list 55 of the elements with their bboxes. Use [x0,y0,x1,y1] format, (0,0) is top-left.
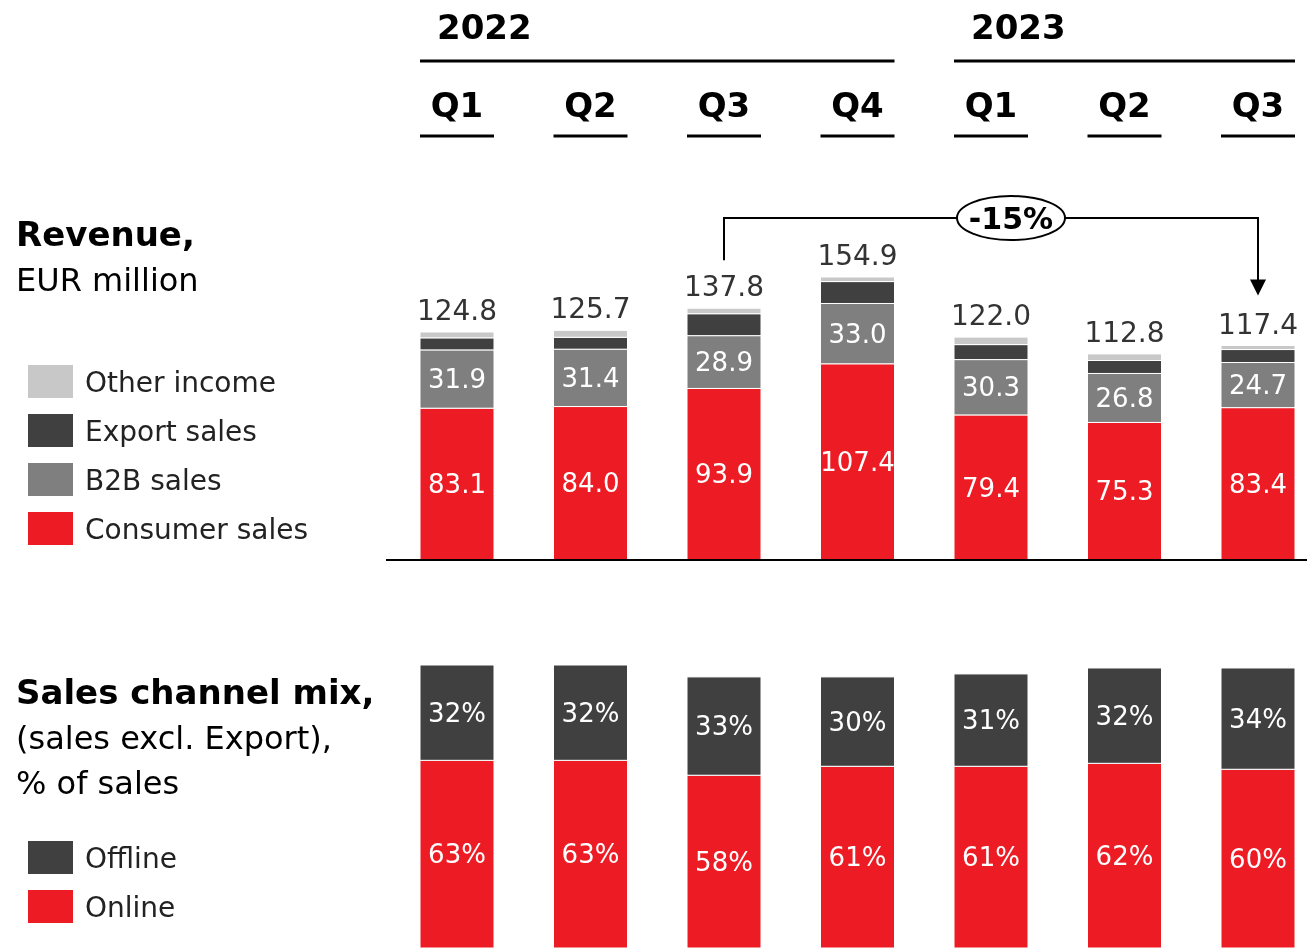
data-label: 31% [962,705,1020,736]
data-label: 79.4 [962,472,1020,503]
legend-label: Online [85,890,176,924]
data-label: 32% [561,697,620,728]
data-label: 32% [428,697,486,728]
data-label: 58% [695,846,753,877]
legend-label: Offline [85,841,177,875]
data-label: 24.7 [1229,370,1287,401]
text: Revenue, [16,214,195,254]
data-label: 83.1 [428,469,486,500]
legend-label: B2B sales [85,463,222,497]
data-label: 62% [1095,840,1154,871]
x-tick-label: Q2 [564,84,617,125]
data-label: 75.3 [1095,476,1154,507]
legend-label: Other income [85,365,276,399]
data-label: 33.0 [828,318,887,349]
data-label: 84.0 [561,468,620,499]
data-label: 60% [1229,843,1287,874]
data-label: 83.4 [1229,468,1287,499]
data-label: 31.9 [428,364,486,395]
data-label: 32% [1095,700,1154,731]
total-label: 137.8 [683,270,765,304]
data-label: 63% [428,839,486,870]
x-tick-label: Q1 [430,84,484,125]
data-label: 28.9 [695,347,753,378]
text: -15% [968,200,1054,236]
total-label: 124.8 [416,293,498,327]
data-label: 93.9 [695,459,753,490]
text: (sales excl. Export), % of sales [16,719,332,802]
total-label: 112.8 [1084,315,1165,349]
x-tick-label: Q2 [1098,84,1151,125]
x-tick-label: Q3 [697,84,751,125]
text: 2022 [437,6,532,47]
data-label: 107.4 [820,446,895,477]
x-tick-label: Q1 [964,84,1018,125]
legend-label: Export sales [85,414,257,448]
data-label: 33% [695,711,753,742]
data-label: 61% [828,842,887,873]
data-label: 30% [828,706,887,737]
text: 2023 [971,6,1066,47]
data-label: 34% [1229,703,1287,734]
legend-label: Consumer sales [85,512,309,546]
data-label: 31.4 [561,362,620,393]
data-label: 30.3 [962,372,1020,403]
data-label: 26.8 [1095,383,1154,414]
chart-title: Sales channel mix, [16,672,375,712]
total-label: 125.7 [550,292,631,326]
total-label: 154.9 [817,239,898,272]
x-tick-label: Q4 [831,84,884,125]
text: EUR million [16,261,199,299]
total-label: 122.0 [950,299,1032,333]
x-tick-label: Q3 [1231,84,1285,125]
data-label: 61% [962,842,1020,873]
total-label: 117.4 [1217,307,1299,341]
data-label: 63% [561,839,620,870]
